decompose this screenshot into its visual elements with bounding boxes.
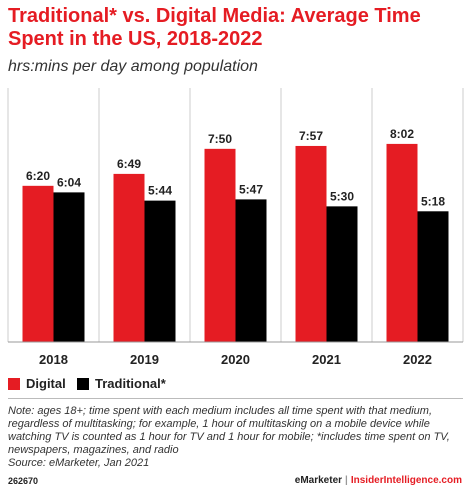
data-label-traditional-2019: 5:44 xyxy=(148,184,172,198)
x-tick-label-2021: 2021 xyxy=(312,352,341,367)
bar-traditional-2018 xyxy=(53,192,85,342)
x-tick-label-2018: 2018 xyxy=(39,352,68,367)
data-label-traditional-2018: 6:04 xyxy=(57,175,81,189)
data-label-traditional-2022: 5:18 xyxy=(421,194,445,208)
footer-brand: eMarketer | InsiderIntelligence.com xyxy=(295,475,462,486)
bar-traditional-2020 xyxy=(235,199,267,342)
chart-subtitle: hrs:mins per day among population xyxy=(8,58,258,75)
legend-label-traditional: Traditional* xyxy=(95,376,166,391)
bar-digital-2019 xyxy=(113,173,145,342)
x-tick-label-2019: 2019 xyxy=(130,352,159,367)
legend-swatch-traditional xyxy=(77,377,89,390)
legend-label-digital: Digital xyxy=(26,376,66,391)
bar-traditional-2022 xyxy=(417,211,449,342)
data-label-traditional-2021: 5:30 xyxy=(330,189,354,203)
bar-chart: 6:20 6:04 2018 6:49 5:44 2019 7:50 5:47 2020 7:57… xyxy=(7,88,464,367)
data-label-digital-2021: 7:57 xyxy=(299,129,323,143)
legend-item-digital: Digital xyxy=(8,376,66,391)
divider xyxy=(8,398,463,399)
brand-site: InsiderIntelligence.com xyxy=(350,475,462,486)
note-text: Note: ages 18+; time spent with each med… xyxy=(8,405,450,456)
data-label-digital-2019: 6:49 xyxy=(117,157,141,171)
data-label-digital-2018: 6:20 xyxy=(26,169,50,183)
source-text: Source: eMarketer, Jan 2021 xyxy=(8,457,150,469)
brand-separator: | xyxy=(345,475,348,486)
chart-note: Note: ages 18+; time spent with each med… xyxy=(8,405,464,470)
data-label-traditional-2020: 5:47 xyxy=(239,182,263,196)
bar-digital-2018 xyxy=(22,185,54,342)
bar-traditional-2019 xyxy=(144,200,176,342)
bar-traditional-2021 xyxy=(326,206,358,342)
bar-digital-2021 xyxy=(295,145,327,342)
chart-title: Traditional* vs. Digital Media: Average … xyxy=(8,5,421,50)
data-label-digital-2020: 7:50 xyxy=(208,132,232,146)
x-tick-label-2022: 2022 xyxy=(403,352,432,367)
brand-name: eMarketer xyxy=(294,475,343,486)
bar-digital-2020 xyxy=(204,148,236,342)
legend-swatch-digital xyxy=(8,377,20,390)
plot-area: 6:20 6:04 2018 6:49 5:44 2019 7:50 5:47 2020 7:57… xyxy=(7,88,464,367)
data-label-digital-2022: 8:02 xyxy=(390,127,414,141)
chart-id: 262670 xyxy=(8,476,39,486)
x-tick-label-2020: 2020 xyxy=(221,352,250,367)
bar-digital-2022 xyxy=(386,143,418,342)
legend-item-traditional: Traditional* xyxy=(77,376,166,391)
